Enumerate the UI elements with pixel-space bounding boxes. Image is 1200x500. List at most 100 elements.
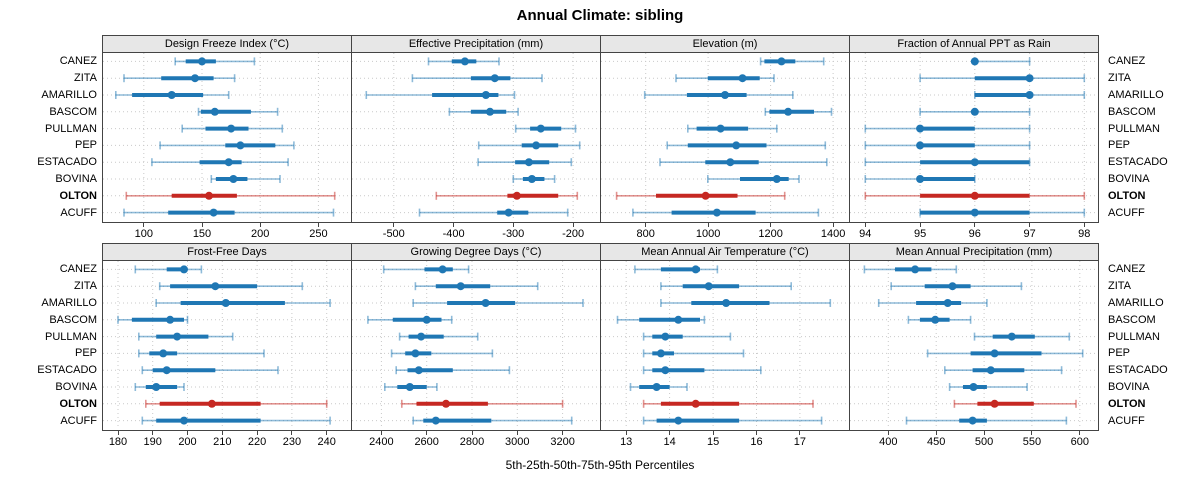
panel-axis: 180 190 200 210 220 230 240 [102, 431, 352, 453]
axis-tick-mark [380, 431, 382, 435]
panel-plot [849, 261, 1099, 431]
axis-tick-mark [799, 431, 801, 435]
axis-tick-label: 150 [192, 228, 212, 240]
panel-canvas [850, 53, 1098, 221]
axis-tick-label: 2400 [369, 436, 394, 448]
axis-tick-mark [317, 223, 319, 227]
station-label-pullman: PULLMAN [1108, 122, 1160, 135]
axis-tick-mark [291, 431, 293, 435]
axis-tick-mark [707, 223, 709, 227]
panel-effective-precipitation: Effective Precipitation (mm) -500 -400 -30… [351, 35, 601, 245]
panel-strip: Growing Degree Days (°C) [351, 243, 601, 261]
panel-mean-annual-precipitation: Mean Annual Precipitation (mm) 400 450 500… [849, 243, 1099, 453]
panel-strip: Frost-Free Days [102, 243, 352, 261]
panel-axis: 800 1000 1200 1400 [600, 223, 850, 245]
axis-tick-mark [187, 431, 188, 435]
axis-tick-mark [974, 223, 976, 227]
station-label-bascom: BASCOM [1108, 105, 1156, 118]
axis-tick-label: 95 [913, 228, 927, 240]
axis-tick-label: 180 [108, 436, 128, 448]
station-label-amarillo: AMARILLO [1108, 297, 1164, 309]
station-label-canez: CANEZ [1108, 263, 1146, 276]
axis-tick-mark [864, 223, 866, 227]
panel-canvas [352, 261, 600, 429]
station-label-canez: CANEZ [1108, 55, 1146, 68]
axis-tick-mark [770, 223, 772, 227]
axis-tick-mark [471, 431, 473, 435]
station-label-amarillo: AMARILLO [1108, 89, 1164, 101]
station-label-bascom: BASCOM [49, 313, 97, 326]
axis-tick-label: 200 [251, 228, 270, 240]
station-label-olton: OLTON [59, 189, 97, 202]
station-labels-left-bottom: CANEZ ZITA AMARILLO BASCOM PULLMAN PEP ESTACAD… [0, 243, 97, 455]
panel-plot [849, 53, 1099, 223]
station-label-olton: OLTON [1108, 397, 1146, 410]
station-label-bascom: BASCOM [1108, 313, 1156, 326]
station-label-olton: OLTON [59, 397, 97, 410]
axis-tick-label: 96 [968, 228, 981, 240]
station-label-acuff: ACUFF [60, 414, 97, 427]
axis-tick-label: 2800 [459, 436, 485, 448]
axis-tick-mark [1083, 223, 1085, 227]
axis-tick-label: 450 [927, 436, 946, 448]
axis-tick-mark [221, 431, 223, 435]
panel-mean-annual-air-temperature: Mean Annual Air Temperature (°C) 13 14 15 1… [600, 243, 850, 453]
axis-tick-label: 14 [663, 436, 676, 448]
panel-elevation: Elevation (m) 800 1000 1200 1400 [600, 35, 850, 245]
axis-tick-mark [1031, 431, 1033, 435]
axis-tick-mark [1029, 223, 1031, 227]
axis-tick-label: 1400 [820, 228, 846, 240]
trellis-row-bottom: CANEZ ZITA AMARILLO BASCOM PULLMAN PEP ESTACAD… [0, 243, 1200, 455]
axis-tick-mark [832, 223, 834, 227]
axis-tick-label: 800 [636, 228, 655, 240]
axis-tick-mark [516, 431, 518, 435]
axis-tick-mark [453, 223, 455, 227]
axis-tick-mark [256, 431, 258, 435]
panel-canvas [103, 53, 351, 221]
axis-tick-label: 3200 [550, 436, 575, 448]
station-label-estacado: ESTACADO [1108, 156, 1168, 169]
station-label-pullman: PULLMAN [45, 122, 97, 135]
panel-axis: 100 150 200 250 [102, 223, 352, 245]
station-label-amarillo: AMARILLO [41, 89, 97, 101]
panel-axis: 2400 2600 2800 3000 3200 [351, 431, 601, 453]
station-label-canez: CANEZ [59, 55, 97, 68]
axis-tick-label: 210 [213, 436, 232, 448]
page-title: Annual Climate: sibling [516, 7, 684, 24]
panel-plot [102, 261, 352, 431]
axis-tick-label: -300 [502, 228, 525, 240]
axis-tick-label: 1000 [695, 228, 721, 240]
station-labels-left-top: CANEZ ZITA AMARILLO BASCOM PULLMAN PEP ESTACAD… [0, 35, 97, 247]
axis-tick-mark [887, 431, 889, 435]
axis-tick-label: 3000 [505, 436, 530, 448]
station-label-olton: OLTON [1108, 189, 1146, 202]
axis-tick-label: -400 [442, 228, 465, 240]
panel-strip: Elevation (m) [600, 35, 850, 53]
axis-tick-label: 250 [309, 228, 328, 240]
axis-tick-label: 100 [134, 228, 153, 240]
panel-canvas [850, 261, 1098, 429]
axis-tick-mark [1079, 431, 1081, 435]
axis-tick-mark [572, 223, 574, 227]
station-label-pullman: PULLMAN [45, 330, 97, 343]
axis-tick-label: 400 [879, 436, 898, 448]
station-label-canez: CANEZ [59, 263, 97, 276]
axis-tick-mark [712, 431, 714, 435]
station-label-acuff: ACUFF [60, 206, 97, 219]
panel-fraction-ppt-rain: Fraction of Annual PPT as Rain 94 95 96 97 9… [849, 35, 1099, 245]
axis-tick-label: -500 [382, 228, 405, 240]
station-label-estacado: ESTACADO [37, 156, 97, 169]
axis-tick-mark [669, 431, 671, 435]
axis-tick-label: 190 [143, 436, 162, 448]
axis-tick-label: 15 [706, 436, 720, 448]
station-label-bovina: BOVINA [55, 173, 97, 185]
axis-tick-label: 94 [859, 228, 872, 240]
axis-tick-mark [625, 431, 627, 435]
station-label-zita: ZITA [73, 280, 97, 293]
panel-axis: -500 -400 -300 -200 [351, 223, 601, 245]
trellis-row-top: CANEZ ZITA AMARILLO BASCOM PULLMAN PEP ESTACAD… [0, 35, 1200, 247]
station-label-zita: ZITA [1108, 280, 1132, 293]
panel-frost-free-days: Frost-Free Days 180 190 200 210 220 230 240 [102, 243, 352, 453]
panel-axis: 13 14 15 16 17 [600, 431, 850, 453]
axis-tick-label: 17 [793, 436, 807, 448]
